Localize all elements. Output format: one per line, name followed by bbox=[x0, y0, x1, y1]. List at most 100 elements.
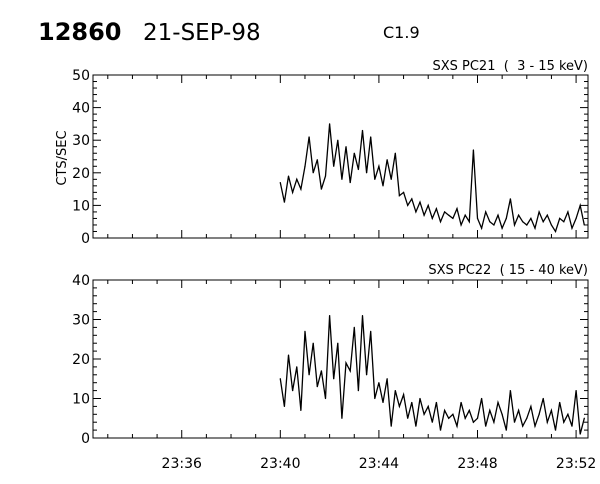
data-point bbox=[279, 181, 281, 184]
data-point bbox=[370, 136, 372, 138]
data-point bbox=[349, 370, 351, 372]
y-tick-label: 10 bbox=[72, 392, 90, 408]
data-point bbox=[489, 221, 491, 223]
data-point bbox=[431, 421, 433, 423]
data-point bbox=[464, 214, 466, 216]
x-tick-label: 23:44 bbox=[359, 456, 399, 472]
data-point bbox=[468, 221, 470, 223]
data-point bbox=[583, 417, 585, 419]
data-point bbox=[304, 165, 306, 167]
data-point bbox=[329, 123, 331, 125]
panel-pc21: SXS PC21 ( 3 - 15 keV) CTS/SEC 0 10 20 30 40… bbox=[55, 59, 589, 247]
data-point bbox=[337, 342, 339, 344]
data-point bbox=[374, 397, 376, 400]
data-point bbox=[287, 354, 290, 356]
data-point bbox=[444, 211, 446, 213]
data-point bbox=[505, 429, 507, 431]
data-point bbox=[402, 191, 405, 193]
data-point bbox=[554, 429, 557, 431]
panel-title-pc22: SXS PC22 ( 15 - 40 keV) bbox=[428, 263, 588, 278]
data-point bbox=[579, 433, 581, 435]
y-tick-label: 10 bbox=[72, 198, 90, 214]
data-point bbox=[283, 405, 286, 407]
data-point bbox=[316, 386, 318, 388]
data-point bbox=[341, 178, 343, 180]
data-point bbox=[316, 159, 318, 161]
data-point bbox=[292, 390, 294, 392]
data-point bbox=[390, 425, 392, 427]
data-point bbox=[308, 374, 310, 376]
panel-pc22: SXS PC22 ( 15 - 40 keV) 0 10 20 30 40 23:36 23… bbox=[72, 263, 596, 472]
x-tick-label: 23:52 bbox=[556, 456, 596, 472]
data-point bbox=[567, 413, 569, 415]
data-point bbox=[509, 390, 511, 392]
data-point bbox=[308, 136, 310, 138]
y-tick-label: 40 bbox=[72, 101, 90, 117]
x-tick-label: 23:48 bbox=[457, 456, 497, 472]
data-point bbox=[415, 211, 417, 213]
data-point bbox=[481, 227, 483, 229]
data-point bbox=[292, 191, 294, 193]
data-point bbox=[497, 214, 499, 216]
data-point bbox=[349, 181, 351, 184]
data-point bbox=[452, 217, 454, 220]
data-point bbox=[431, 217, 433, 220]
data-point bbox=[526, 417, 528, 419]
data-point bbox=[320, 370, 322, 372]
data-point bbox=[509, 198, 511, 200]
data-point bbox=[357, 390, 359, 392]
data-point bbox=[411, 401, 413, 404]
data-point bbox=[374, 178, 376, 180]
data-point bbox=[497, 401, 499, 404]
x-tick-label: 23:36 bbox=[162, 456, 202, 472]
panel-title-pc21: SXS PC21 ( 3 - 15 keV) bbox=[432, 59, 588, 74]
y-tick-label: 0 bbox=[81, 431, 90, 447]
data-point bbox=[390, 178, 392, 180]
data-point bbox=[452, 413, 454, 415]
data-point bbox=[378, 382, 380, 384]
data-point bbox=[464, 417, 466, 419]
data-point bbox=[300, 188, 302, 190]
data-point bbox=[353, 326, 355, 328]
data-point bbox=[575, 217, 577, 220]
data-point bbox=[320, 188, 322, 190]
data-point bbox=[493, 224, 495, 226]
data-point bbox=[333, 165, 335, 167]
data-point bbox=[287, 175, 290, 177]
data-point bbox=[513, 421, 516, 423]
data-point bbox=[472, 421, 474, 423]
y-axis-label: CTS/SEC bbox=[55, 130, 70, 185]
data-point bbox=[538, 211, 540, 213]
data-point bbox=[456, 208, 458, 210]
data-point bbox=[526, 224, 528, 226]
y-tick-label: 50 bbox=[72, 68, 90, 84]
y-tick-label: 30 bbox=[72, 313, 90, 329]
data-point bbox=[439, 429, 442, 431]
data-point bbox=[361, 129, 364, 132]
data-point bbox=[444, 409, 446, 411]
data-point bbox=[345, 362, 347, 364]
data-point bbox=[489, 409, 491, 411]
series-line bbox=[279, 315, 585, 435]
data-point bbox=[456, 425, 458, 427]
data-point bbox=[530, 405, 532, 407]
plot-frame bbox=[92, 74, 589, 239]
data-point bbox=[423, 214, 425, 216]
data-point bbox=[583, 224, 585, 226]
data-point bbox=[472, 149, 474, 151]
data-point bbox=[304, 330, 306, 332]
data-point bbox=[571, 227, 573, 229]
data-point bbox=[448, 214, 450, 216]
data-point bbox=[522, 425, 524, 427]
data-point bbox=[460, 224, 462, 226]
data-point bbox=[481, 397, 483, 400]
data-point bbox=[448, 417, 450, 419]
data-point bbox=[398, 405, 401, 407]
data-point bbox=[419, 397, 421, 400]
data-point bbox=[357, 168, 359, 171]
y-tick-label: 40 bbox=[72, 273, 90, 289]
data-point bbox=[501, 413, 503, 415]
data-point bbox=[493, 421, 495, 423]
data-point bbox=[538, 413, 540, 415]
